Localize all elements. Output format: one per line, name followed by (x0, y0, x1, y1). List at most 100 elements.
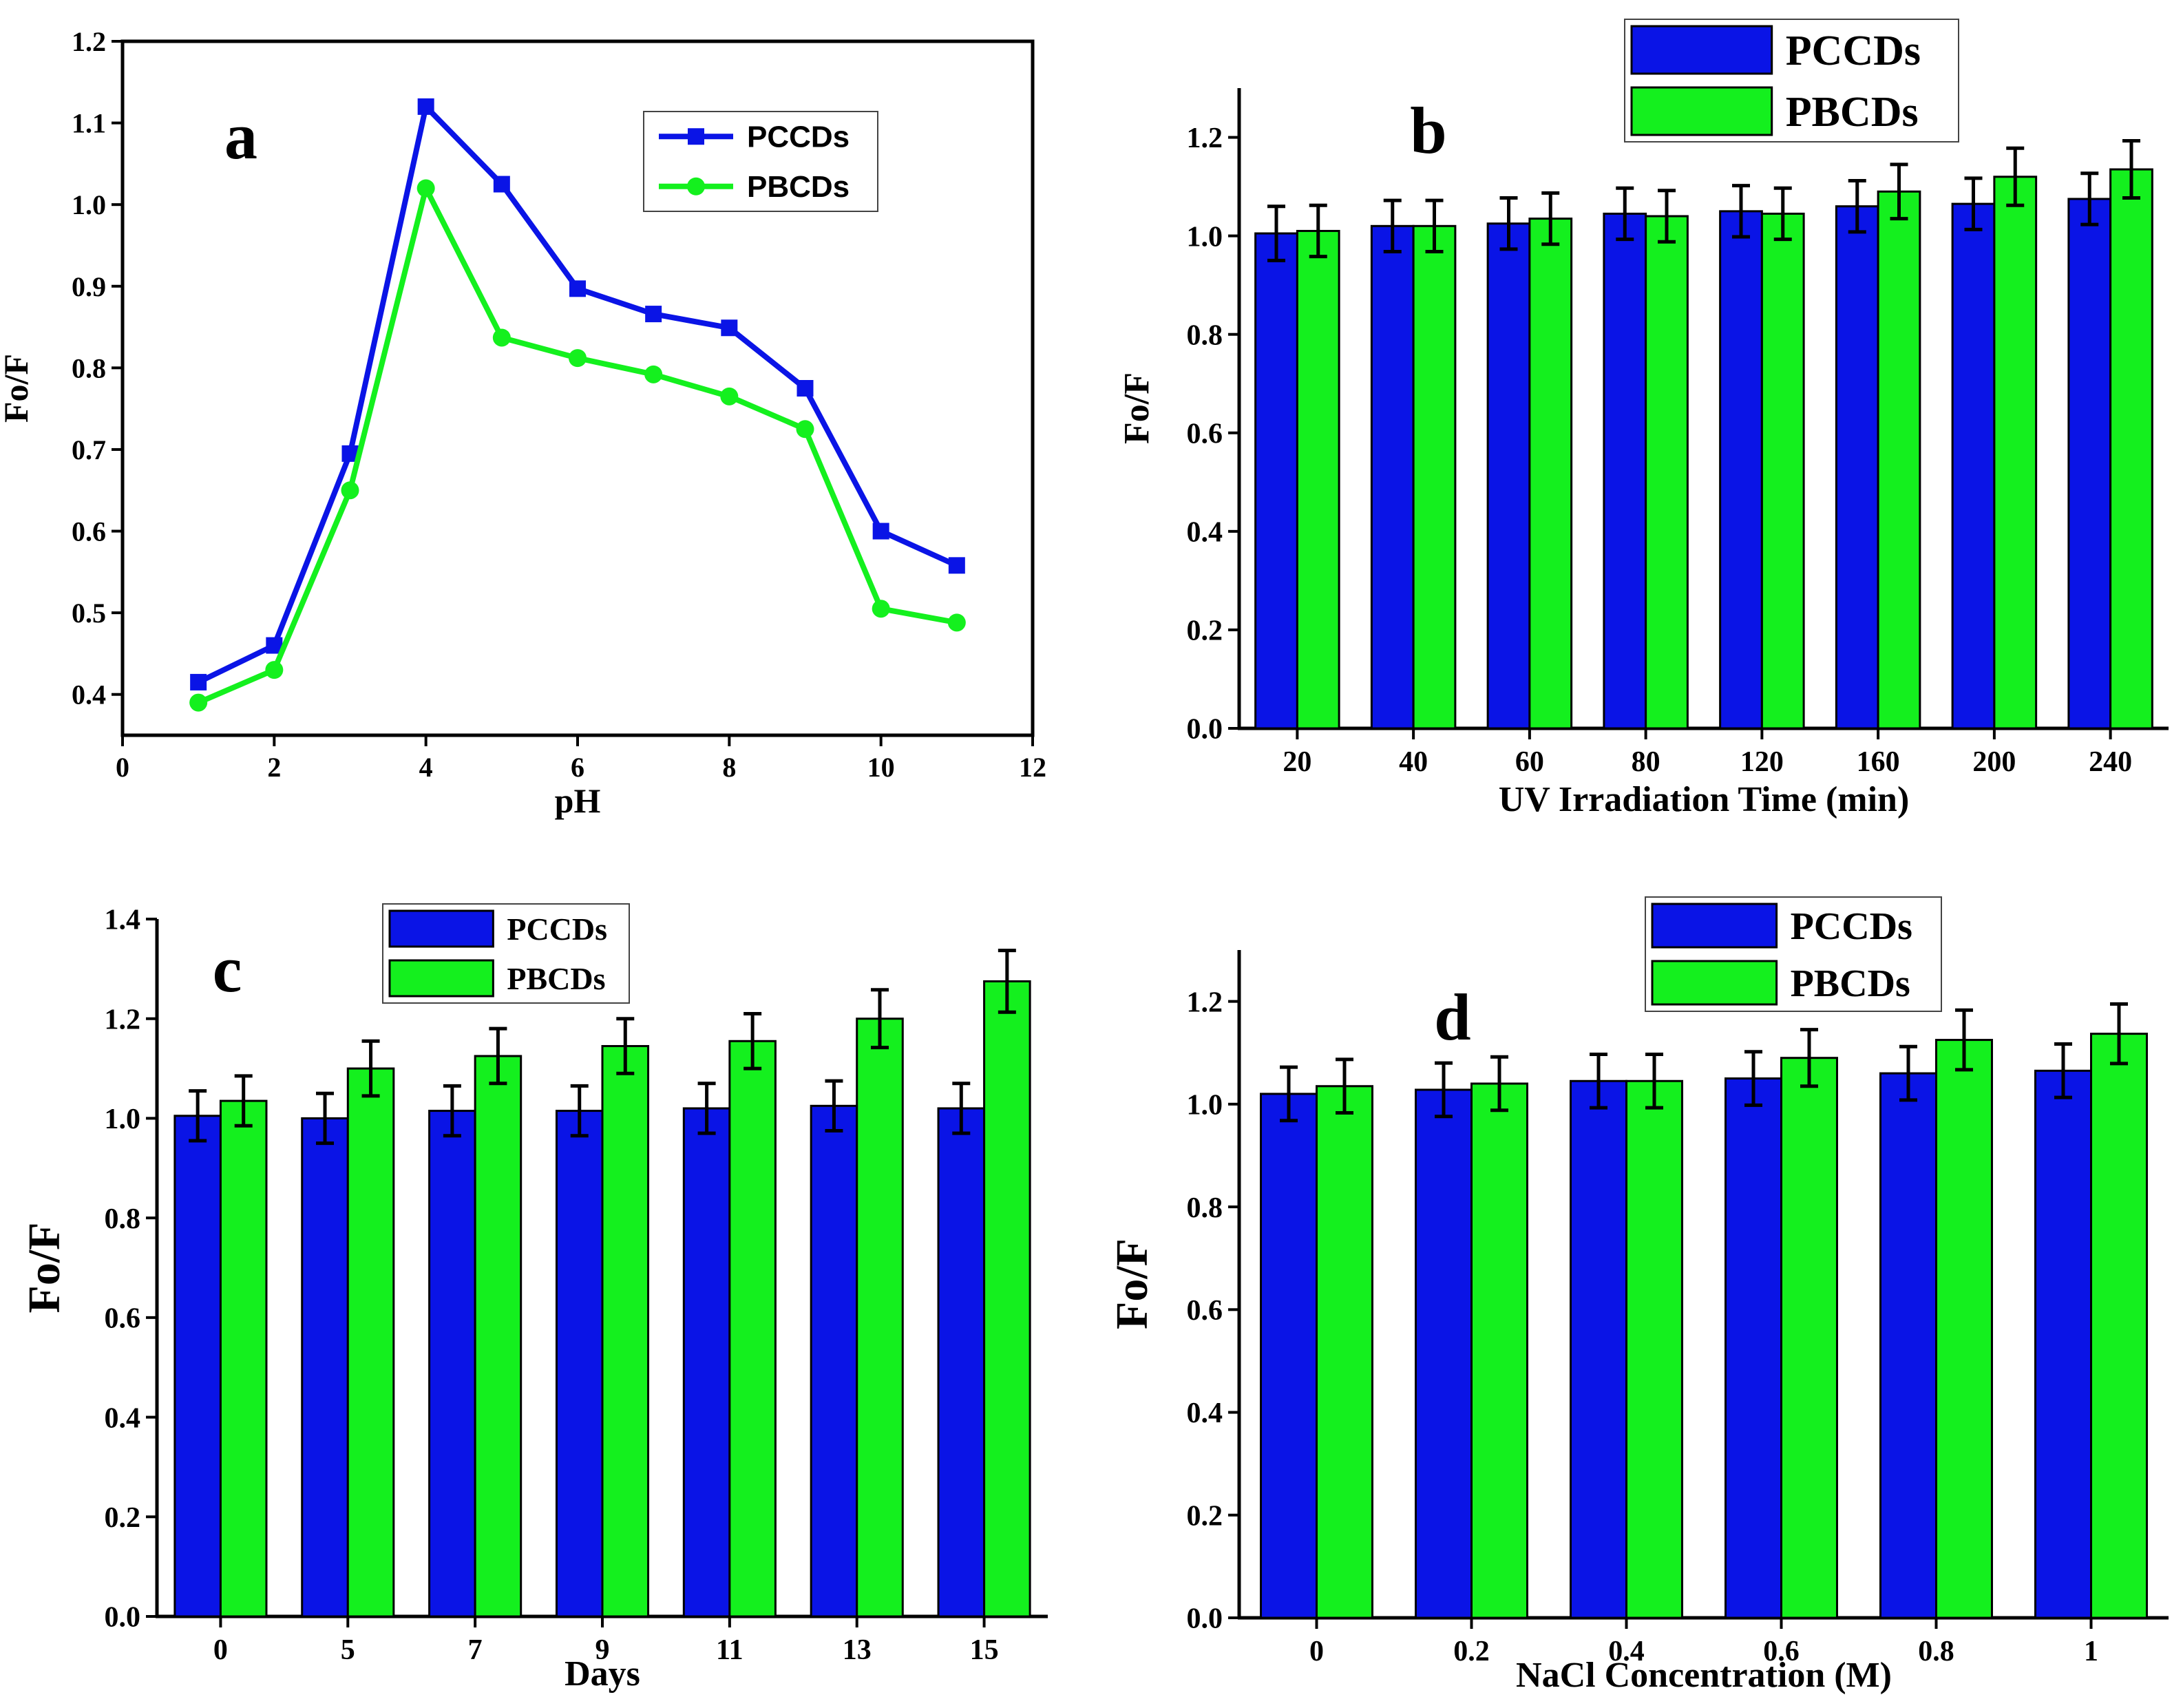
x-tick-label: 40 (1399, 746, 1428, 778)
bar-pbcds (2090, 1033, 2148, 1619)
legend-label: PBCDs (1791, 962, 1910, 1005)
y-tick-label: 0.8 (1187, 1192, 1223, 1224)
bar-pccds (1415, 1088, 1473, 1619)
x-tick-label: 13 (843, 1634, 872, 1666)
y-tick-label: 1.2 (1187, 123, 1223, 154)
bar-pbcds (856, 1018, 904, 1618)
bar-pbcds (1625, 1079, 1683, 1619)
x-tick-label: 0.6 (1763, 1636, 1800, 1667)
y-axis-label: Fo/F (1117, 372, 1157, 444)
legend-label: PBCDs (507, 961, 605, 996)
bar-pbcds (1935, 1039, 1993, 1619)
y-tick-label: 1.2 (72, 26, 106, 57)
data-point-pccds (190, 673, 207, 690)
x-axis-label: UV Irradiation Time (min) (1499, 780, 1910, 819)
bar-pbcds (1528, 218, 1573, 730)
panel-label: c (213, 932, 242, 1006)
legend-label: PBCDs (747, 170, 850, 204)
y-tick-label: 0.4 (1187, 1398, 1223, 1429)
data-point-pccds (721, 319, 738, 337)
bar-pccds (1486, 222, 1531, 730)
legend-swatch-pbcds (1630, 86, 1773, 136)
y-tick-label: 0.6 (105, 1303, 141, 1335)
y-tick-label: 0.4 (105, 1402, 141, 1434)
y-tick-label: 0.7 (72, 434, 106, 465)
y-tick-label: 1.0 (72, 189, 106, 220)
x-tick-label: 12 (1019, 752, 1046, 783)
legend: PCCDs PBCDs (1624, 19, 1959, 143)
legend-marker (688, 128, 704, 145)
bar-pbcds (1316, 1085, 1373, 1619)
y-tick-label: 1.4 (105, 905, 141, 936)
legend-label: PBCDs (1786, 89, 1919, 136)
x-tick-label: 0 (213, 1634, 228, 1666)
bar-pbcds (1645, 215, 1689, 730)
bar-pbcds (1780, 1057, 1838, 1619)
data-point-pccds (569, 280, 586, 297)
panel-label: b (1410, 94, 1446, 167)
y-tick-label: 0.9 (72, 271, 106, 302)
data-point-pbcds (720, 387, 739, 405)
x-tick-label: 8 (722, 752, 736, 783)
x-tick-label: 0.4 (1608, 1636, 1645, 1667)
chart-panel-d: 0.0 0.2 0.4 0.6 0.8 1.0 1.2 0 0.2 0.4 0.6 0.8 1 NaCl … (1107, 896, 2169, 1695)
x-axis-label: NaCl Concentration (M) (1516, 1656, 1892, 1695)
y-tick-label: 0.0 (105, 1602, 141, 1634)
bar-pbcds (346, 1067, 395, 1618)
y-tick-label: 0.2 (105, 1502, 141, 1534)
bar-pbcds (1993, 176, 2038, 730)
x-tick-label: 80 (1632, 746, 1660, 778)
x-tick-label: 0 (116, 752, 129, 783)
chart-panel-b: 0.0 0.2 0.4 0.6 0.8 1.0 1.2 20 40 60 80 120 160 200 24… (1117, 19, 2169, 819)
data-point-pbcds (947, 613, 966, 632)
bar-pccds (1835, 205, 1879, 730)
bar-pccds (1260, 1093, 1318, 1619)
x-tick-label: 11 (716, 1634, 744, 1666)
data-point-pbcds (796, 420, 814, 439)
data-point-pccds (948, 557, 965, 574)
bar-pccds (1254, 232, 1298, 730)
legend-marker (687, 177, 705, 196)
legend-frame (643, 111, 878, 212)
bar-pbcds (474, 1055, 523, 1618)
data-point-pccds (797, 380, 814, 397)
plot-frame (120, 39, 1035, 737)
legend: PCCDs PBCDs (382, 903, 630, 1004)
x-tick-label: 2 (267, 752, 281, 783)
x-tick-label: 6 (571, 752, 584, 783)
legend-swatch-pbcds (1651, 960, 1778, 1006)
y-tick-label: 1.0 (105, 1104, 141, 1135)
y-tick-label: 1.0 (1187, 221, 1223, 253)
bar-pccds (810, 1104, 858, 1618)
x-axis-label: pH (555, 781, 601, 820)
x-tick-label: 120 (1740, 746, 1784, 778)
bar-pccds (1370, 224, 1415, 730)
x-tick-label: 7 (468, 1634, 483, 1666)
y-axis-label: Fo/F (0, 354, 35, 423)
bar-pbcds (219, 1099, 268, 1618)
bar-pbcds (1412, 224, 1457, 730)
y-tick-label: 0.5 (72, 598, 106, 629)
bar-pccds (1719, 210, 1763, 730)
x-tick-label: 60 (1515, 746, 1544, 778)
data-point-pbcds (492, 328, 511, 347)
legend-label: PCCDs (507, 911, 607, 947)
x-tick-label: 0 (1309, 1636, 1324, 1667)
bar-pbcds (601, 1045, 650, 1618)
x-tick-label: 15 (970, 1634, 999, 1666)
y-tick-label: 0.0 (1187, 1603, 1223, 1635)
bar-pccds (682, 1107, 731, 1618)
panel-label: a (224, 99, 257, 173)
bar-pbcds (1470, 1082, 1528, 1619)
panel-label: d (1434, 980, 1470, 1054)
x-tick-label: 10 (867, 752, 895, 783)
bar-pbcds (983, 980, 1031, 1618)
bar-pbcds (1760, 212, 1805, 730)
data-point-pbcds (872, 600, 890, 618)
bar-pccds (1879, 1072, 1937, 1619)
y-tick-label: 1.2 (1187, 987, 1223, 1018)
x-tick-label: 240 (2089, 746, 2132, 778)
y-tick-label: 1.0 (1187, 1090, 1223, 1121)
chart-panel-c: 0.0 0.2 0.4 0.6 0.8 1.0 1.2 1.4 0 5 7 9 11 13 15 Days Fo… (19, 903, 1048, 1694)
bar-pccds (301, 1117, 349, 1618)
